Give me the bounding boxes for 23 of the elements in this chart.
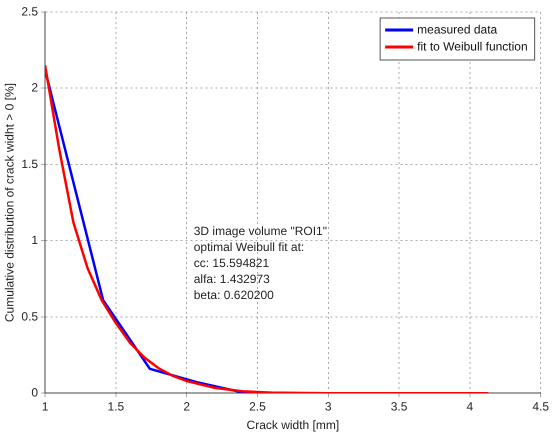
- y-axis-title: Cumulative distribution of crack widht > 0 [%]: [2, 83, 17, 322]
- y-tick-label: 1: [31, 233, 38, 248]
- annotation: 3D image volume "ROI1": [194, 224, 328, 238]
- y-tick-label: 0: [31, 386, 38, 400]
- annotation: beta: 0.620200: [194, 288, 274, 302]
- annotation: alfa: 1.432973: [194, 272, 270, 286]
- x-tick-label: 1: [42, 400, 49, 414]
- x-tick-label: 2: [183, 400, 190, 414]
- x-tick-label: 3.5: [390, 400, 408, 414]
- annotation: cc: 15.594821: [194, 256, 270, 270]
- y-tick-label: 2: [31, 80, 38, 95]
- y-tick-label: 0.5: [21, 309, 38, 324]
- legend-label: measured data: [417, 22, 498, 36]
- y-tick-label: 1.5: [21, 156, 38, 171]
- x-axis-title: Crack width [mm]: [246, 418, 340, 432]
- x-tick-label: 1.5: [108, 400, 125, 414]
- y-tick-label: 2.5: [21, 4, 38, 18]
- x-tick-label: 2.5: [249, 400, 266, 414]
- legend-label: fit to Weibull function: [417, 39, 528, 54]
- x-tick-label: 4.5: [532, 400, 550, 414]
- annotation: optimal Weibull fit at:: [194, 240, 304, 254]
- x-tick-label: 4: [466, 400, 474, 414]
- x-tick-label: 3: [324, 400, 332, 414]
